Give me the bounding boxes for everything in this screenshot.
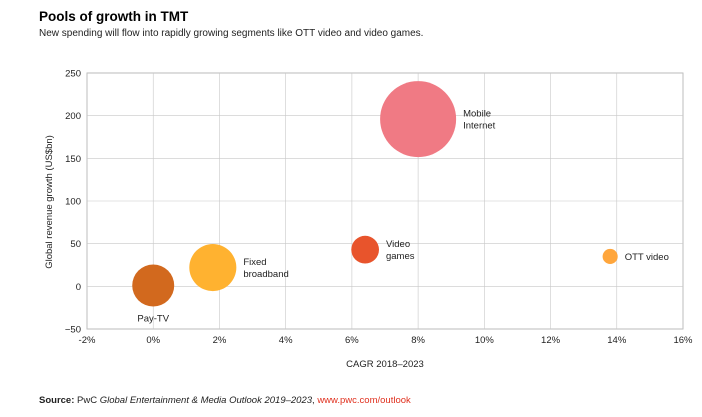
x-tick-label: 12%: [541, 335, 561, 346]
bubble: [602, 248, 618, 265]
source-note: Source: PwC Global Entertainment & Media…: [39, 395, 411, 406]
chart-title: Pools of growth in TMT: [39, 9, 189, 24]
y-tick-label: −50: [65, 325, 81, 336]
bubble-label-line: Mobile: [463, 109, 491, 120]
bubble-chart: 250 200 150 100 50 0 −50-2% 0% 2% 4% 6% 8% 10% 12% 14%…: [44, 69, 693, 371]
label-layer: Pay-TV Fixed broadband Video games Mobile Inte…: [137, 109, 669, 325]
chart-subtitle: New spending will flow into rapidly grow…: [39, 28, 424, 39]
bubble: [351, 235, 379, 264]
y-tick-label: 50: [70, 239, 81, 250]
grid-layer: [86, 72, 684, 330]
y-axis-label: Global revenue growth (US$bn): [44, 135, 55, 269]
bubble-label: OTT video: [625, 252, 669, 263]
y-tick-label: 250: [65, 69, 81, 80]
x-tick-label: 4%: [279, 335, 293, 346]
x-tick-label: 0%: [146, 335, 160, 346]
x-tick-label: 10%: [475, 335, 495, 346]
y-tick-label: 200: [65, 111, 81, 122]
bubble-label-line: broadband: [243, 269, 288, 280]
x-tick-label: 2%: [213, 335, 227, 346]
x-axis-label: CAGR 2018–2023: [346, 359, 424, 370]
bubble-label-line: Pay-TV: [137, 313, 169, 324]
y-tick-label: 0: [76, 282, 81, 293]
bubble-label: Pay-TV: [137, 313, 169, 324]
bubble: [189, 244, 237, 292]
source-link[interactable]: www.pwc.com/outlook: [317, 395, 411, 406]
bubble-layer: [132, 81, 618, 307]
bubble-label: Fixed broadband: [243, 257, 288, 280]
x-tick-label: 16%: [673, 335, 693, 346]
source-separator: ,: [312, 395, 315, 406]
x-tick-label: 6%: [345, 335, 359, 346]
x-tick-label: 14%: [607, 335, 627, 346]
x-tick-label: 8%: [411, 335, 425, 346]
bubble-label: Video games: [386, 239, 415, 262]
bubble-label-line: OTT video: [625, 252, 669, 263]
bubble-label-line: Video: [386, 239, 410, 250]
tick-layer: 250 200 150 100 50 0 −50-2% 0% 2% 4% 6% 8% 10% 12% 14%…: [65, 69, 693, 347]
source-publisher: PwC: [77, 395, 98, 406]
source-publication: Global Entertainment & Media Outlook 201…: [99, 395, 313, 406]
bubble-label-line: Internet: [463, 121, 496, 132]
y-tick-label: 150: [65, 154, 81, 165]
y-tick-label: 100: [65, 197, 81, 208]
bubble-label-line: Fixed: [243, 257, 266, 268]
source-prefix: Source:: [39, 395, 75, 406]
bubble: [132, 264, 175, 307]
bubble-label: Mobile Internet: [463, 109, 496, 132]
bubble: [380, 81, 457, 158]
bubble-label-line: games: [386, 251, 415, 262]
x-tick-label: -2%: [79, 335, 96, 346]
